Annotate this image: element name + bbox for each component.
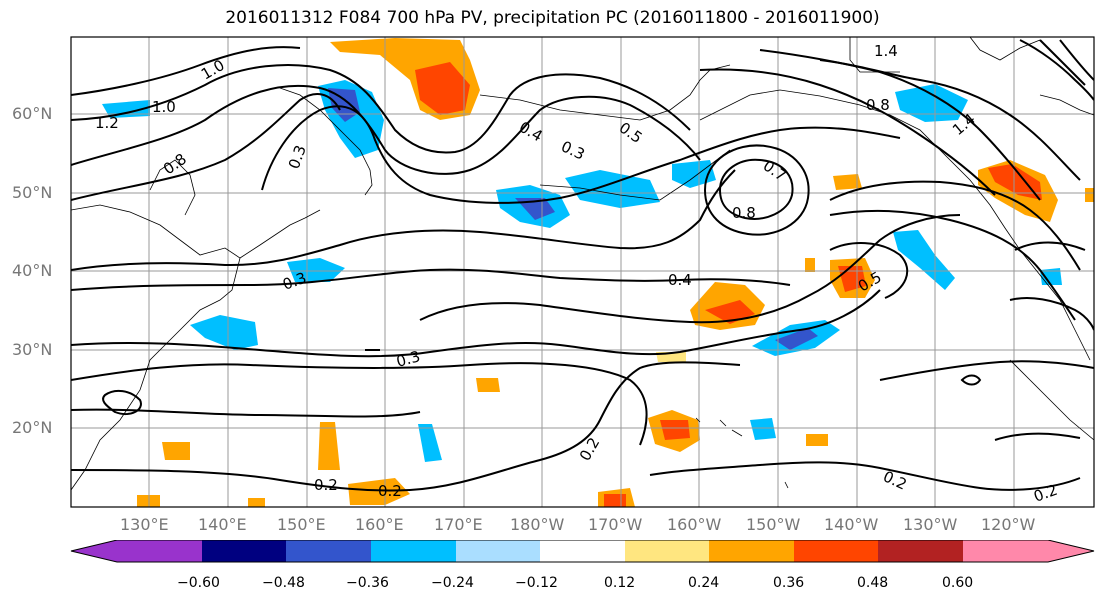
precip-positive-area <box>806 434 828 446</box>
precip-positive-area <box>476 378 500 392</box>
lon-label-160e: 160°E <box>355 515 404 534</box>
precip-positive-area <box>833 174 862 190</box>
precip-negative-area <box>1040 268 1062 285</box>
contour-label: 1.0 <box>198 56 228 84</box>
colorbar-tick: −0.12 <box>515 575 558 591</box>
contour-label: 0.2 <box>880 467 909 493</box>
lat-label-60n: 60°N <box>12 104 53 123</box>
precip-negative-area <box>565 170 660 208</box>
precip-positive-core <box>415 62 470 115</box>
lon-label-170e: 170°E <box>434 515 483 534</box>
contour-label: 1.0 <box>152 98 176 116</box>
colorbar-segment <box>286 540 371 562</box>
lon-label-180w: 180°W <box>510 515 565 534</box>
contour-label: 0.2 <box>314 476 338 494</box>
lon-label-160w: 160°W <box>667 515 722 534</box>
colorbar <box>70 540 1095 563</box>
precip-negative-area <box>895 84 968 122</box>
lon-label-130w: 130°W <box>903 515 958 534</box>
pv-contour-layer <box>71 39 1094 492</box>
precip-positive-area <box>1085 188 1094 202</box>
lon-label-150w: 150°W <box>746 515 801 534</box>
colorbar-segment <box>794 540 878 562</box>
precip-positive-area <box>318 422 340 470</box>
lat-label-30n: 30°N <box>12 340 53 359</box>
contour-label: 0.5 <box>616 119 646 147</box>
colorbar-segment <box>456 540 540 562</box>
colorbar-segment <box>540 540 625 562</box>
precip-positive-area <box>348 478 410 505</box>
colorbar-segment <box>71 540 202 562</box>
lat-label-50n: 50°N <box>12 183 53 202</box>
lon-label-150e: 150°E <box>277 515 326 534</box>
lon-label-130e: 130°E <box>120 515 169 534</box>
contour-label: 0.3 <box>558 137 587 163</box>
contour-label: 1.4 <box>874 42 898 60</box>
lat-label-40n: 40°N <box>12 261 53 280</box>
colorbar-segment <box>878 540 963 562</box>
colorbar-tick: −0.48 <box>262 575 305 591</box>
contour-label: 1.2 <box>95 114 119 132</box>
precip-positive-area <box>805 258 815 272</box>
colorbar-segment <box>371 540 456 562</box>
colorbar-tick: 0.36 <box>773 575 805 591</box>
precip-negative-area <box>672 160 716 188</box>
contour-label: 0.4 <box>668 271 692 289</box>
colorbar-tick: 0.12 <box>604 575 636 591</box>
colorbar-outline <box>70 540 1095 563</box>
colorbar-tick: 0.24 <box>688 575 720 591</box>
lon-label-140e: 140°E <box>198 515 247 534</box>
map-title: 2016011312 F084 700 hPa PV, precipitatio… <box>225 8 880 28</box>
contour-label: 0.8 <box>732 204 756 222</box>
precip-negative-area <box>418 424 442 462</box>
precip-positive-area <box>162 442 190 460</box>
precip-negative-area <box>190 315 258 350</box>
colorbar-tick: 0.60 <box>942 575 974 591</box>
lon-label-140w: 140°W <box>824 515 879 534</box>
lon-label-170w: 170°W <box>588 515 643 534</box>
colorbar-segment <box>625 540 709 562</box>
contour-label: 0.8 <box>866 96 890 114</box>
precip-positive-area <box>248 498 265 507</box>
colorbar-tick: −0.36 <box>346 575 389 591</box>
lon-label-120w: 120°W <box>981 515 1036 534</box>
contour-label: 0.2 <box>378 482 402 500</box>
contour-label: 0.4 <box>516 118 546 146</box>
contour-label: 0.3 <box>285 143 310 172</box>
contour-label: 0.2 <box>576 434 604 464</box>
precip-negative-core <box>515 198 555 220</box>
precip-positive-core <box>988 164 1042 200</box>
precip-negative-area <box>750 418 776 440</box>
contour-label: 0.3 <box>394 347 422 371</box>
colorbar-segment <box>202 540 286 562</box>
precip-negative-area <box>287 258 345 282</box>
lat-label-20n: 20°N <box>12 418 53 437</box>
map-frame <box>70 36 1095 508</box>
precip-positive-core <box>660 420 690 440</box>
precip-positive-core <box>604 494 626 507</box>
coastlines <box>71 37 1094 491</box>
precip-negative-core <box>775 328 818 350</box>
colorbar-tick: 0.48 <box>857 575 889 591</box>
precip-negative-area <box>893 230 955 290</box>
colorbar-segment <box>963 540 1094 562</box>
precipitation-fill-layer <box>102 38 1094 507</box>
colorbar-tick: −0.24 <box>431 575 474 591</box>
colorbar-segment <box>709 540 794 562</box>
colorbar-tick: −0.60 <box>177 575 220 591</box>
